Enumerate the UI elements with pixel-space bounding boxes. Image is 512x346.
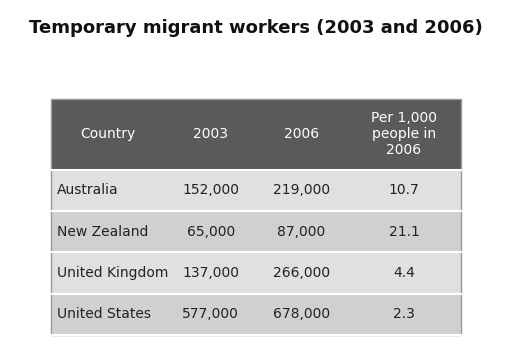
- Bar: [256, 170, 347, 211]
- Text: New Zealand: New Zealand: [57, 225, 148, 239]
- Circle shape: [188, 214, 234, 249]
- Text: United Kingdom: United Kingdom: [57, 266, 168, 280]
- Text: 10.7: 10.7: [389, 183, 419, 197]
- Bar: [165, 211, 256, 252]
- Circle shape: [188, 173, 234, 208]
- Bar: [165, 294, 256, 335]
- Bar: [256, 99, 347, 170]
- Bar: [347, 252, 461, 294]
- Text: 266,000: 266,000: [273, 266, 330, 280]
- Text: 137,000: 137,000: [182, 266, 239, 280]
- Circle shape: [188, 256, 234, 290]
- Circle shape: [278, 173, 324, 208]
- Text: 219,000: 219,000: [273, 183, 330, 197]
- Text: 2006: 2006: [284, 127, 319, 141]
- Text: 4.4: 4.4: [393, 266, 415, 280]
- Bar: [51, 99, 165, 170]
- Bar: [256, 211, 347, 252]
- Bar: [51, 294, 165, 335]
- Text: 87,000: 87,000: [277, 225, 325, 239]
- Text: 2.3: 2.3: [393, 307, 415, 321]
- Bar: [51, 99, 461, 335]
- Bar: [51, 170, 165, 211]
- Text: Country: Country: [80, 127, 136, 141]
- Bar: [165, 99, 256, 170]
- Text: 2003: 2003: [194, 127, 228, 141]
- Bar: [51, 252, 165, 294]
- Bar: [256, 294, 347, 335]
- Text: United States: United States: [57, 307, 151, 321]
- Text: 152,000: 152,000: [182, 183, 239, 197]
- Bar: [165, 170, 256, 211]
- Circle shape: [278, 256, 324, 290]
- Bar: [51, 211, 165, 252]
- Bar: [347, 99, 461, 170]
- Bar: [347, 294, 461, 335]
- Text: 21.1: 21.1: [389, 225, 419, 239]
- Text: 65,000: 65,000: [187, 225, 235, 239]
- Circle shape: [188, 297, 234, 332]
- Circle shape: [278, 297, 324, 332]
- Text: 577,000: 577,000: [182, 307, 239, 321]
- Text: Per 1,000
people in
2006: Per 1,000 people in 2006: [371, 111, 437, 157]
- Circle shape: [278, 214, 324, 249]
- Bar: [165, 252, 256, 294]
- Bar: [347, 170, 461, 211]
- Text: Temporary migrant workers (2003 and 2006): Temporary migrant workers (2003 and 2006…: [29, 19, 483, 37]
- Text: Australia: Australia: [57, 183, 118, 197]
- Bar: [347, 211, 461, 252]
- Text: 678,000: 678,000: [273, 307, 330, 321]
- Bar: [256, 252, 347, 294]
